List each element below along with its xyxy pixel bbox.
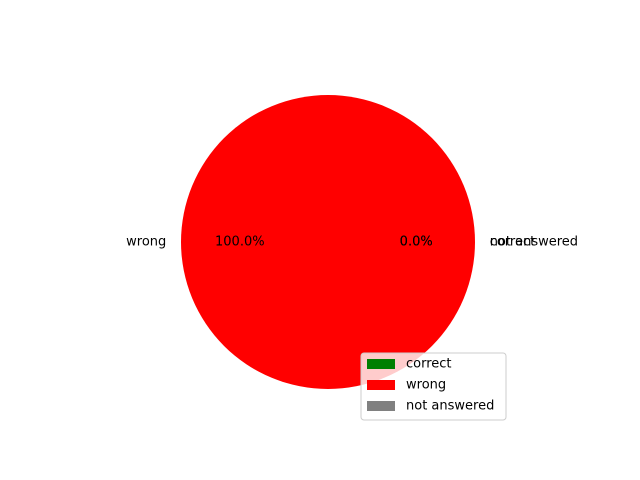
legend-swatch-wrong (367, 380, 395, 390)
percent-label-correct: 0.0% (400, 235, 433, 250)
pie-slices (181, 95, 475, 389)
percent-label-wrong: 100.0% (215, 235, 265, 250)
legend: correct wrong not answered (360, 352, 507, 421)
slice-label-correct: correct (490, 235, 536, 250)
legend-swatch-correct (367, 359, 395, 369)
percent-label-not-answered: 0.0% (400, 235, 433, 250)
slice-label-not-answered: not answered (490, 235, 578, 250)
slice-label-wrong: wrong (126, 235, 166, 250)
legend-label-wrong: wrong (406, 378, 446, 393)
legend-entries: correct wrong not answered (367, 357, 494, 414)
legend-label-not-answered: not answered (406, 399, 494, 414)
legend-label-correct: correct (406, 357, 452, 372)
legend-swatch-not-answered (367, 401, 395, 411)
pie-slice-wrong (181, 95, 475, 389)
legend-frame (360, 352, 507, 421)
